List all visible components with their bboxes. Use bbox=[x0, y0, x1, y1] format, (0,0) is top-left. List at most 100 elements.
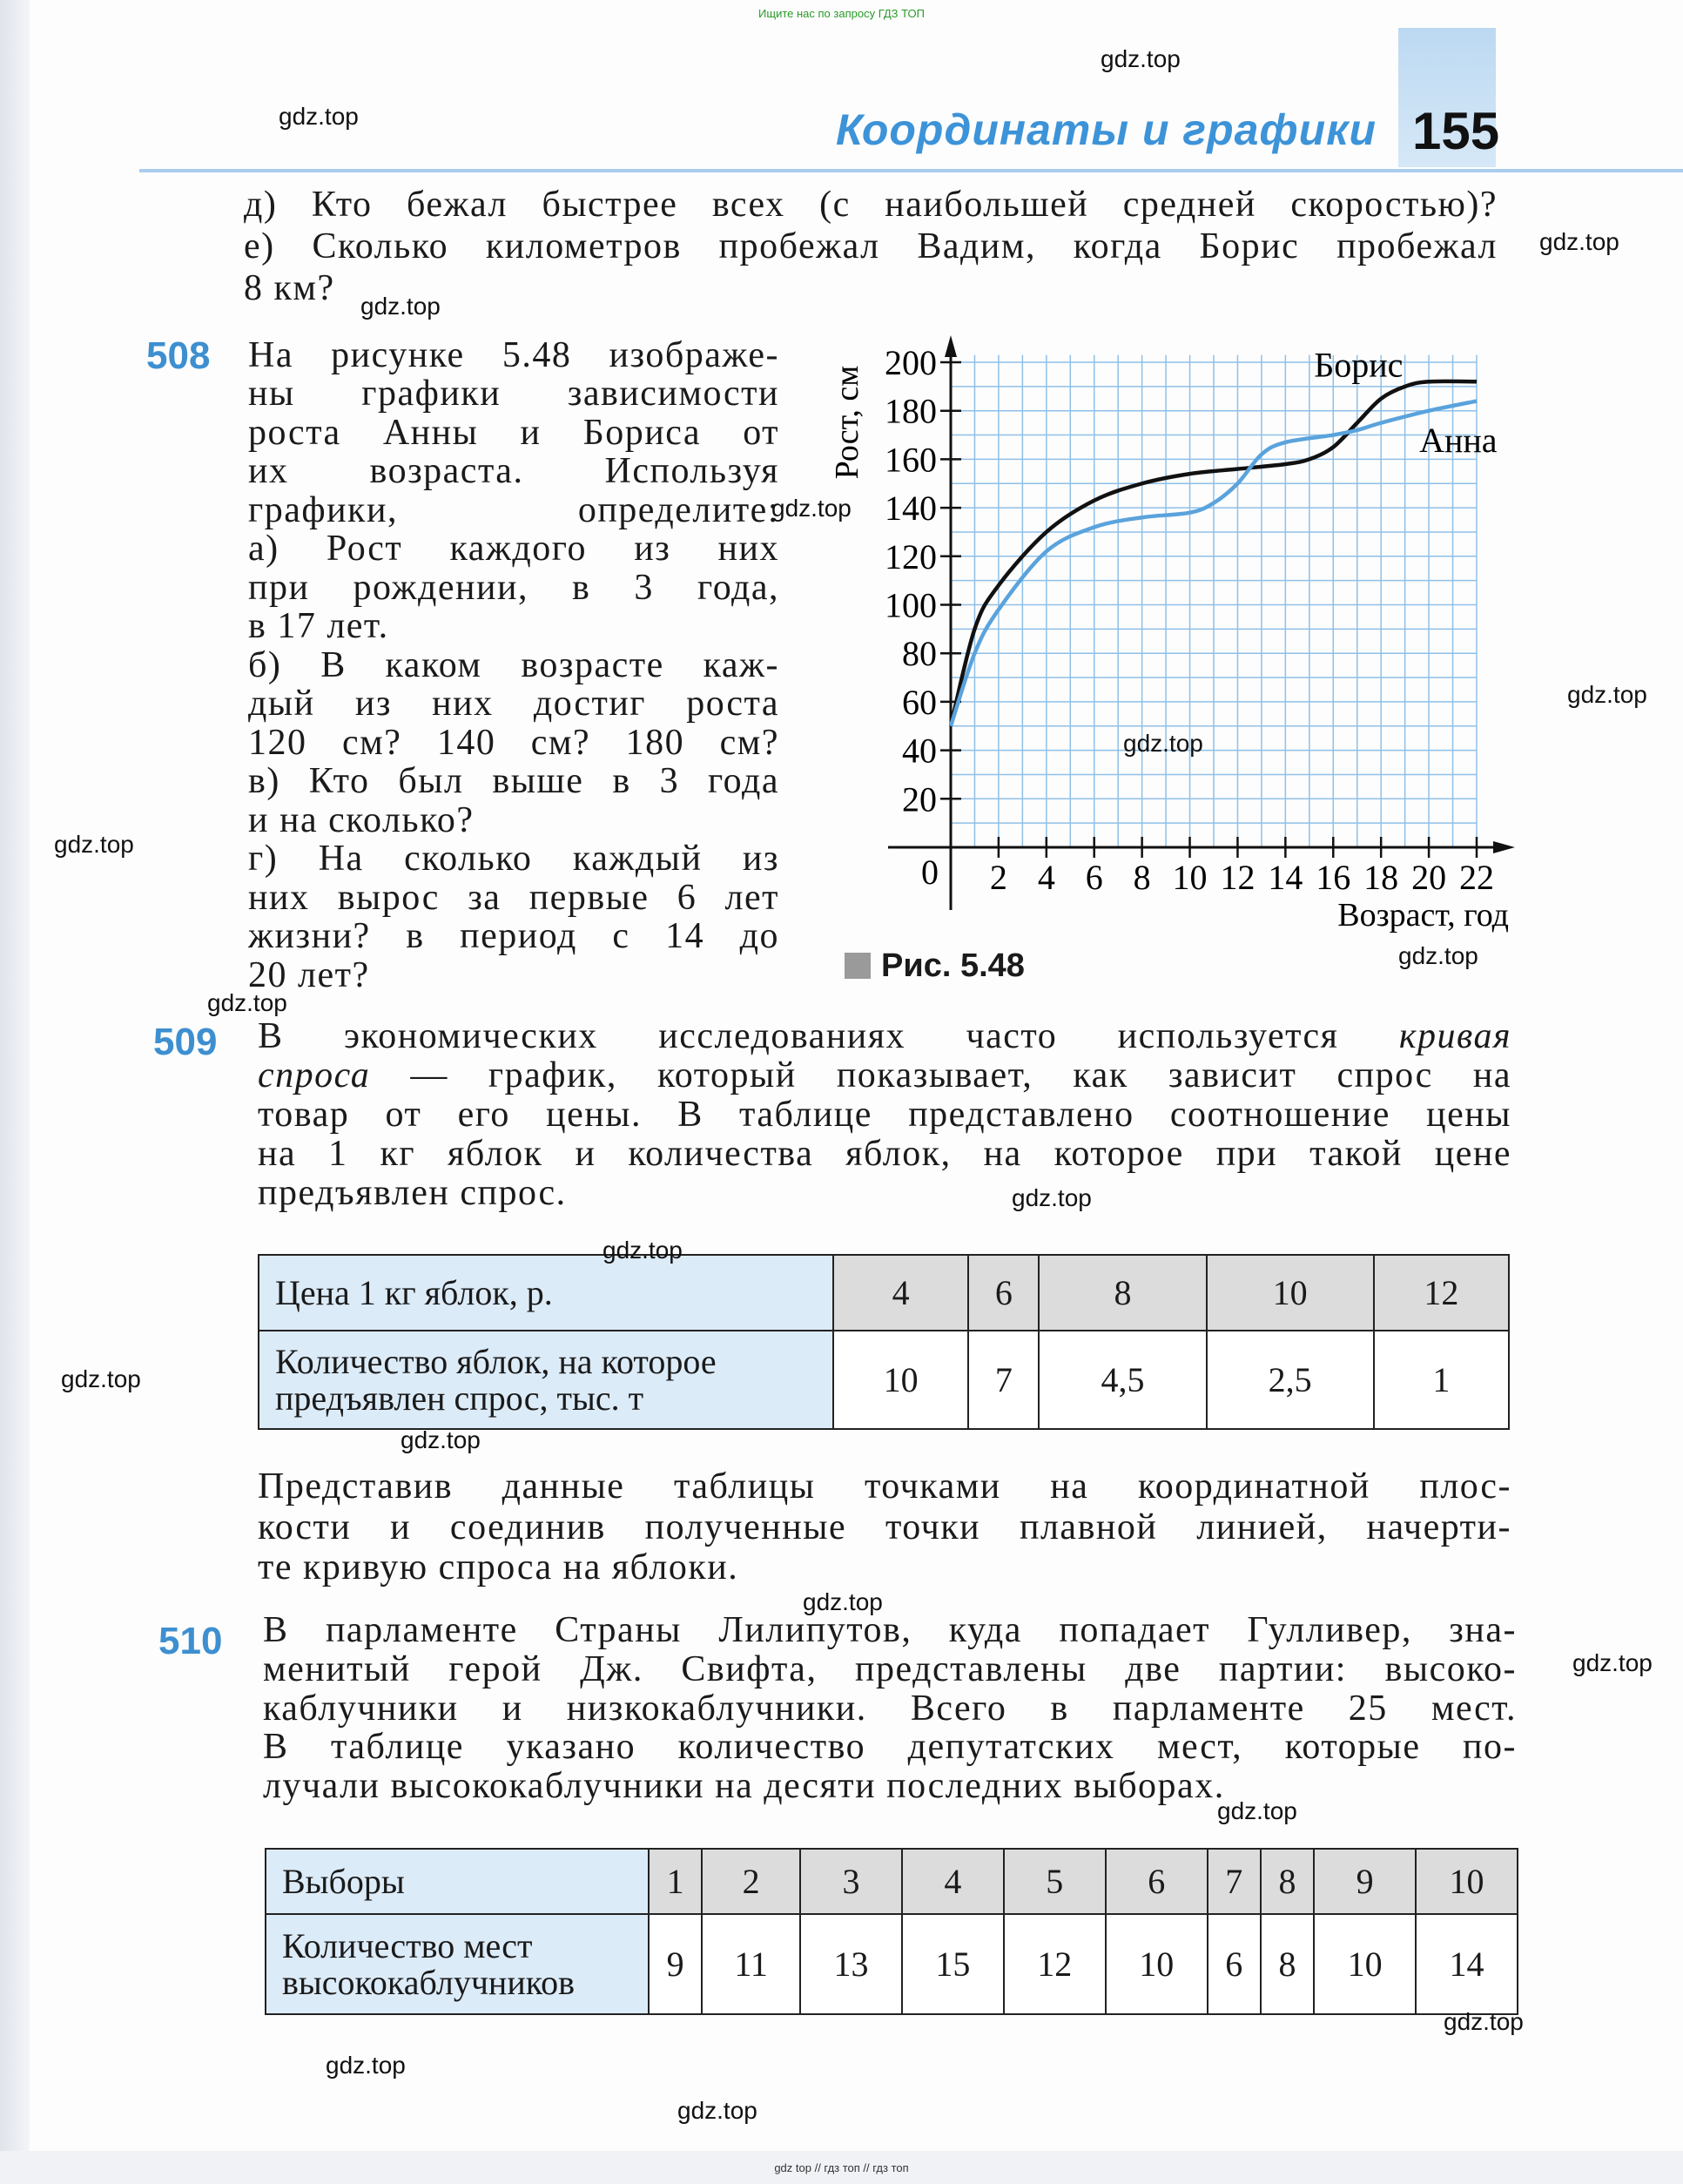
task508-line: жизни? в период с 14 до bbox=[248, 916, 779, 956]
y-tick-label: 100 bbox=[885, 586, 937, 625]
elections-table: Выборы 1 2 3 4 5 6 7 8 9 10 Количество мест высокок… bbox=[265, 1848, 1518, 2015]
x-tick-label: 10 bbox=[1173, 858, 1208, 897]
task509-after-line: те кривую спроса на яблоки. bbox=[258, 1547, 739, 1587]
figure-caption: Рис. 5.48 bbox=[881, 947, 1025, 984]
intro-line: 8 км? bbox=[244, 268, 335, 308]
y-axis-arrow-icon bbox=[945, 335, 957, 357]
task510-line: лучали высококаблучники на десяти послед… bbox=[263, 1766, 1225, 1806]
table-row: Цена 1 кг яблок, р. 4 6 8 10 12 bbox=[258, 1254, 1511, 1331]
task508-line: ны графики зависимости bbox=[248, 374, 779, 414]
x-tick-label: 20 bbox=[1411, 858, 1446, 897]
task509-line: на 1 кг яблок и количества яблок, на кот… bbox=[258, 1133, 1511, 1175]
x-tick-label: 12 bbox=[1220, 858, 1255, 897]
table-cell: 6 bbox=[967, 1254, 1040, 1331]
table-cell: 9 bbox=[647, 1913, 703, 2015]
x-tick-label: 14 bbox=[1268, 858, 1303, 897]
row-header: Количество мест высококаблучников bbox=[265, 1913, 650, 2015]
task508-line: 120 см? 140 см? 180 см? bbox=[248, 723, 779, 763]
y-tick-label: 20 bbox=[902, 779, 937, 819]
table-cell: 4 bbox=[831, 1254, 970, 1331]
page-edge bbox=[0, 0, 30, 2184]
y-tick-label: 120 bbox=[885, 537, 937, 576]
task510-line: менитый герой Дж. Свифта, представлены д… bbox=[263, 1649, 1517, 1689]
task509-after-line: Представив данные таблицы точками на коо… bbox=[258, 1466, 1511, 1507]
watermark-text: gdz.top bbox=[771, 495, 852, 522]
y-tick-label: 200 bbox=[885, 343, 937, 382]
task508-line: роста Анны и Бориса от bbox=[248, 413, 779, 453]
task508-line: при рождении, в 3 года, bbox=[248, 568, 779, 608]
task510-line: В парламенте Страны Лилипутов, куда попа… bbox=[263, 1610, 1517, 1650]
x-tick-label: 8 bbox=[1134, 858, 1151, 897]
intro-line: е) Сколько километров пробежал Вадим, ко… bbox=[244, 226, 1498, 266]
task509-line: товар от его цены. В таблице представлен… bbox=[258, 1094, 1511, 1136]
task508-line: и на сколько? bbox=[248, 800, 475, 840]
line-text: — график, который показывает, как зависи… bbox=[370, 1055, 1511, 1095]
table-cell: 12 bbox=[1002, 1913, 1107, 2015]
x-tick-label: 18 bbox=[1363, 858, 1398, 897]
watermark-text: gdz.top bbox=[401, 1426, 481, 1453]
watermark-text: gdz.top bbox=[1123, 730, 1203, 757]
table-cell: 11 bbox=[701, 1913, 802, 2015]
table-cell: 10 bbox=[1313, 1913, 1417, 2015]
chart-grid bbox=[951, 354, 1478, 847]
table-cell: 13 bbox=[799, 1913, 903, 2015]
x-tick-label: 16 bbox=[1316, 858, 1350, 897]
line-text: В экономических исследованиях часто испо… bbox=[258, 1016, 1399, 1056]
table-cell: 3 bbox=[799, 1848, 903, 1915]
y-tick-label: 180 bbox=[885, 392, 937, 431]
table-cell: 8 bbox=[1038, 1254, 1208, 1331]
table-row: Выборы 1 2 3 4 5 6 7 8 9 10 bbox=[265, 1848, 1518, 1915]
table-cell: 4,5 bbox=[1038, 1330, 1208, 1430]
row-header: Цена 1 кг яблок, р. bbox=[258, 1254, 834, 1331]
task510-line: В таблице указано количество депутатских… bbox=[263, 1727, 1517, 1767]
y-tick-label: 140 bbox=[885, 489, 937, 528]
line-text: товар от его цены. В таблице представлен… bbox=[258, 1095, 1511, 1135]
series-label: Анна bbox=[1419, 421, 1498, 460]
page-number: 155 bbox=[1412, 102, 1500, 160]
series-label: Борис bbox=[1314, 346, 1403, 385]
table-cell: 10 bbox=[1415, 1848, 1518, 1915]
y-axis-label: Рост, см bbox=[829, 366, 865, 480]
table-cell: 2 bbox=[701, 1848, 802, 1915]
line-text: на 1 кг яблок и количества яблок, на кот… bbox=[258, 1134, 1511, 1174]
header-divider bbox=[139, 169, 1683, 172]
table-row: Количество мест высококаблучников 9 11 13 15… bbox=[265, 1913, 1518, 2015]
table-cell: 10 bbox=[1104, 1913, 1208, 2015]
watermark-text: gdz.top bbox=[61, 1365, 141, 1392]
table-cell: 1 bbox=[1372, 1330, 1511, 1430]
x-tick-label: 2 bbox=[990, 858, 1007, 897]
table-cell: 10 bbox=[1205, 1254, 1375, 1331]
watermark-text: gdz.top bbox=[1567, 681, 1647, 708]
watermark-text: gdz.top bbox=[279, 103, 359, 130]
task509-line: В экономических исследованиях часто испо… bbox=[258, 1015, 1511, 1057]
task-number-510: 510 bbox=[158, 1620, 223, 1662]
table-cell: 1 bbox=[647, 1848, 703, 1915]
task509-line: спроса — график, который показывает, как… bbox=[258, 1055, 1511, 1096]
intro-line: д) Кто бежал быстрее всех (с наибольшей … bbox=[244, 185, 1498, 225]
table-cell: 2,5 bbox=[1205, 1330, 1375, 1430]
table-cell: 5 bbox=[1002, 1848, 1107, 1915]
table-cell: 12 bbox=[1372, 1254, 1511, 1331]
task508-line: их возраста. Используя bbox=[248, 451, 779, 491]
watermark-text: gdz.top bbox=[207, 989, 287, 1016]
task508-line: г) На сколько каждый из bbox=[248, 839, 779, 879]
task508-line: а) Рост каждого из них bbox=[248, 529, 779, 569]
chapter-title: Координаты и графики bbox=[836, 105, 1377, 154]
watermark-text: gdz.top bbox=[360, 293, 441, 320]
task508-line: дый из них достиг роста bbox=[248, 684, 779, 724]
task509-line: предъявлен спрос. bbox=[258, 1172, 1511, 1214]
table-cell: 8 bbox=[1259, 1913, 1316, 2015]
watermark-text: gdz.top bbox=[1444, 2008, 1524, 2035]
top-tip: Ищите нас по запросу ГДЗ ТОП bbox=[758, 7, 925, 20]
figure-marker-icon bbox=[845, 953, 871, 979]
italic-term: спроса bbox=[258, 1055, 371, 1095]
italic-term: кривая bbox=[1398, 1016, 1511, 1056]
x-tick-label: 4 bbox=[1038, 858, 1055, 897]
y-tick-label: 80 bbox=[902, 634, 937, 673]
watermark-text: gdz.top bbox=[1217, 1797, 1297, 1824]
watermark-text: gdz.top bbox=[326, 2052, 406, 2079]
watermark-text: gdz.top bbox=[1101, 45, 1181, 72]
series-line-anna bbox=[948, 399, 1478, 727]
row-header: Количество яблок, на которое предъявлен … bbox=[258, 1330, 834, 1430]
